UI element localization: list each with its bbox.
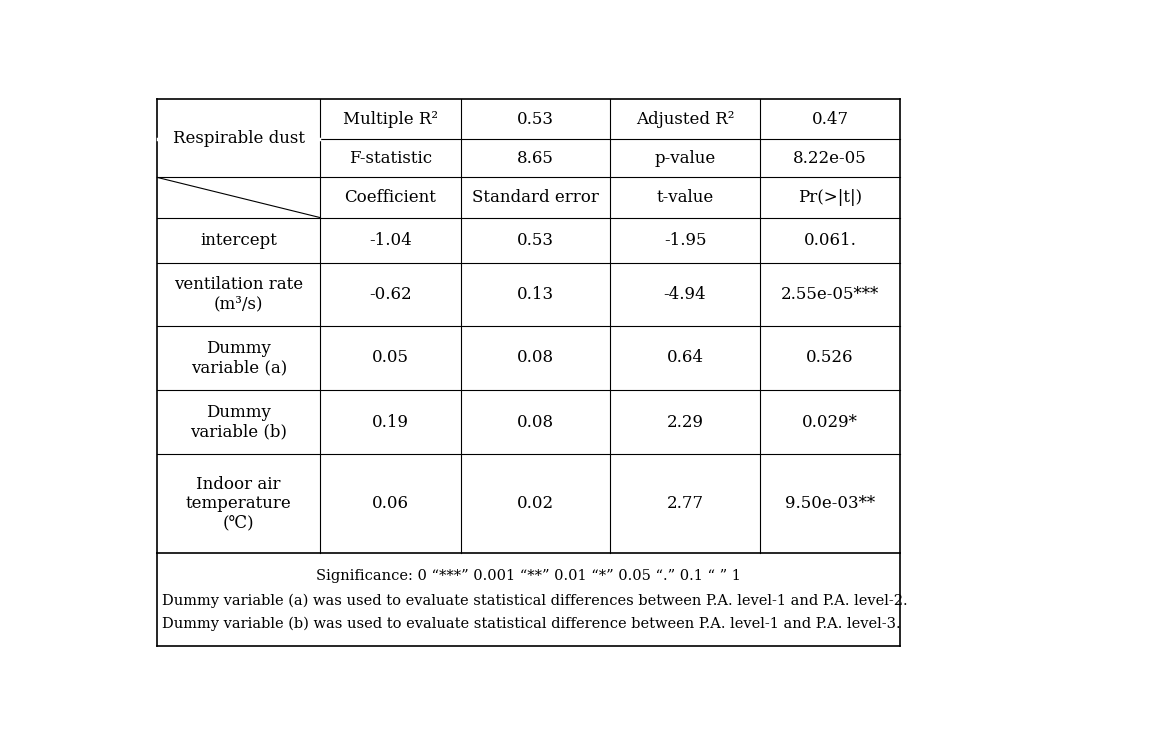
Text: Dummy variable (a) was used to evaluate statistical differences between P.A. lev: Dummy variable (a) was used to evaluate … bbox=[162, 594, 908, 608]
Text: 0.05: 0.05 bbox=[372, 349, 409, 367]
Text: p-value: p-value bbox=[655, 150, 715, 167]
Text: 0.13: 0.13 bbox=[517, 286, 555, 303]
Text: Indoor air
temperature
(℃): Indoor air temperature (℃) bbox=[186, 476, 291, 531]
Text: 0.08: 0.08 bbox=[517, 349, 555, 367]
Text: Significance: 0 “***” 0.001 “**” 0.01 “*” 0.05 “.” 0.1 “ ” 1: Significance: 0 “***” 0.001 “**” 0.01 “*… bbox=[317, 569, 741, 583]
Text: 0.64: 0.64 bbox=[666, 349, 704, 367]
Text: Adjusted R²: Adjusted R² bbox=[636, 111, 734, 127]
Text: 0.02: 0.02 bbox=[517, 495, 555, 512]
Text: 0.08: 0.08 bbox=[517, 414, 555, 431]
Text: 2.77: 2.77 bbox=[666, 495, 704, 512]
Text: Coefficient: Coefficient bbox=[345, 189, 437, 206]
Text: 0.19: 0.19 bbox=[372, 414, 409, 431]
Text: 9.50e-03**: 9.50e-03** bbox=[785, 495, 875, 512]
Text: 0.06: 0.06 bbox=[372, 495, 409, 512]
Text: -0.62: -0.62 bbox=[369, 286, 411, 303]
Text: 0.029*: 0.029* bbox=[803, 414, 859, 431]
Text: -1.04: -1.04 bbox=[369, 232, 411, 249]
Text: Dummy
variable (b): Dummy variable (b) bbox=[190, 404, 288, 441]
Text: t-value: t-value bbox=[656, 189, 714, 206]
Text: 0.53: 0.53 bbox=[517, 232, 555, 249]
Text: 2.29: 2.29 bbox=[666, 414, 704, 431]
Text: ventilation rate
(m³/s): ventilation rate (m³/s) bbox=[174, 276, 303, 313]
Text: Respirable dust: Respirable dust bbox=[172, 130, 305, 147]
Text: 8.65: 8.65 bbox=[517, 150, 553, 167]
Text: Pr(>|t|): Pr(>|t|) bbox=[798, 189, 862, 206]
Text: intercept: intercept bbox=[200, 232, 277, 249]
Text: Multiple R²: Multiple R² bbox=[343, 111, 438, 127]
Text: 0.53: 0.53 bbox=[517, 111, 555, 127]
Text: Standard error: Standard error bbox=[472, 189, 599, 206]
Text: Dummy
variable (a): Dummy variable (a) bbox=[191, 340, 287, 376]
Text: F-statistic: F-statistic bbox=[348, 150, 432, 167]
Text: -1.95: -1.95 bbox=[664, 232, 706, 249]
Text: 0.47: 0.47 bbox=[812, 111, 848, 127]
Text: -4.94: -4.94 bbox=[664, 286, 706, 303]
Text: 0.526: 0.526 bbox=[806, 349, 854, 367]
Text: 0.061.: 0.061. bbox=[804, 232, 856, 249]
Text: 8.22e-05: 8.22e-05 bbox=[793, 150, 867, 167]
Text: Dummy variable (b) was used to evaluate statistical difference between P.A. leve: Dummy variable (b) was used to evaluate … bbox=[162, 616, 901, 631]
Text: 2.55e-05***: 2.55e-05*** bbox=[781, 286, 880, 303]
